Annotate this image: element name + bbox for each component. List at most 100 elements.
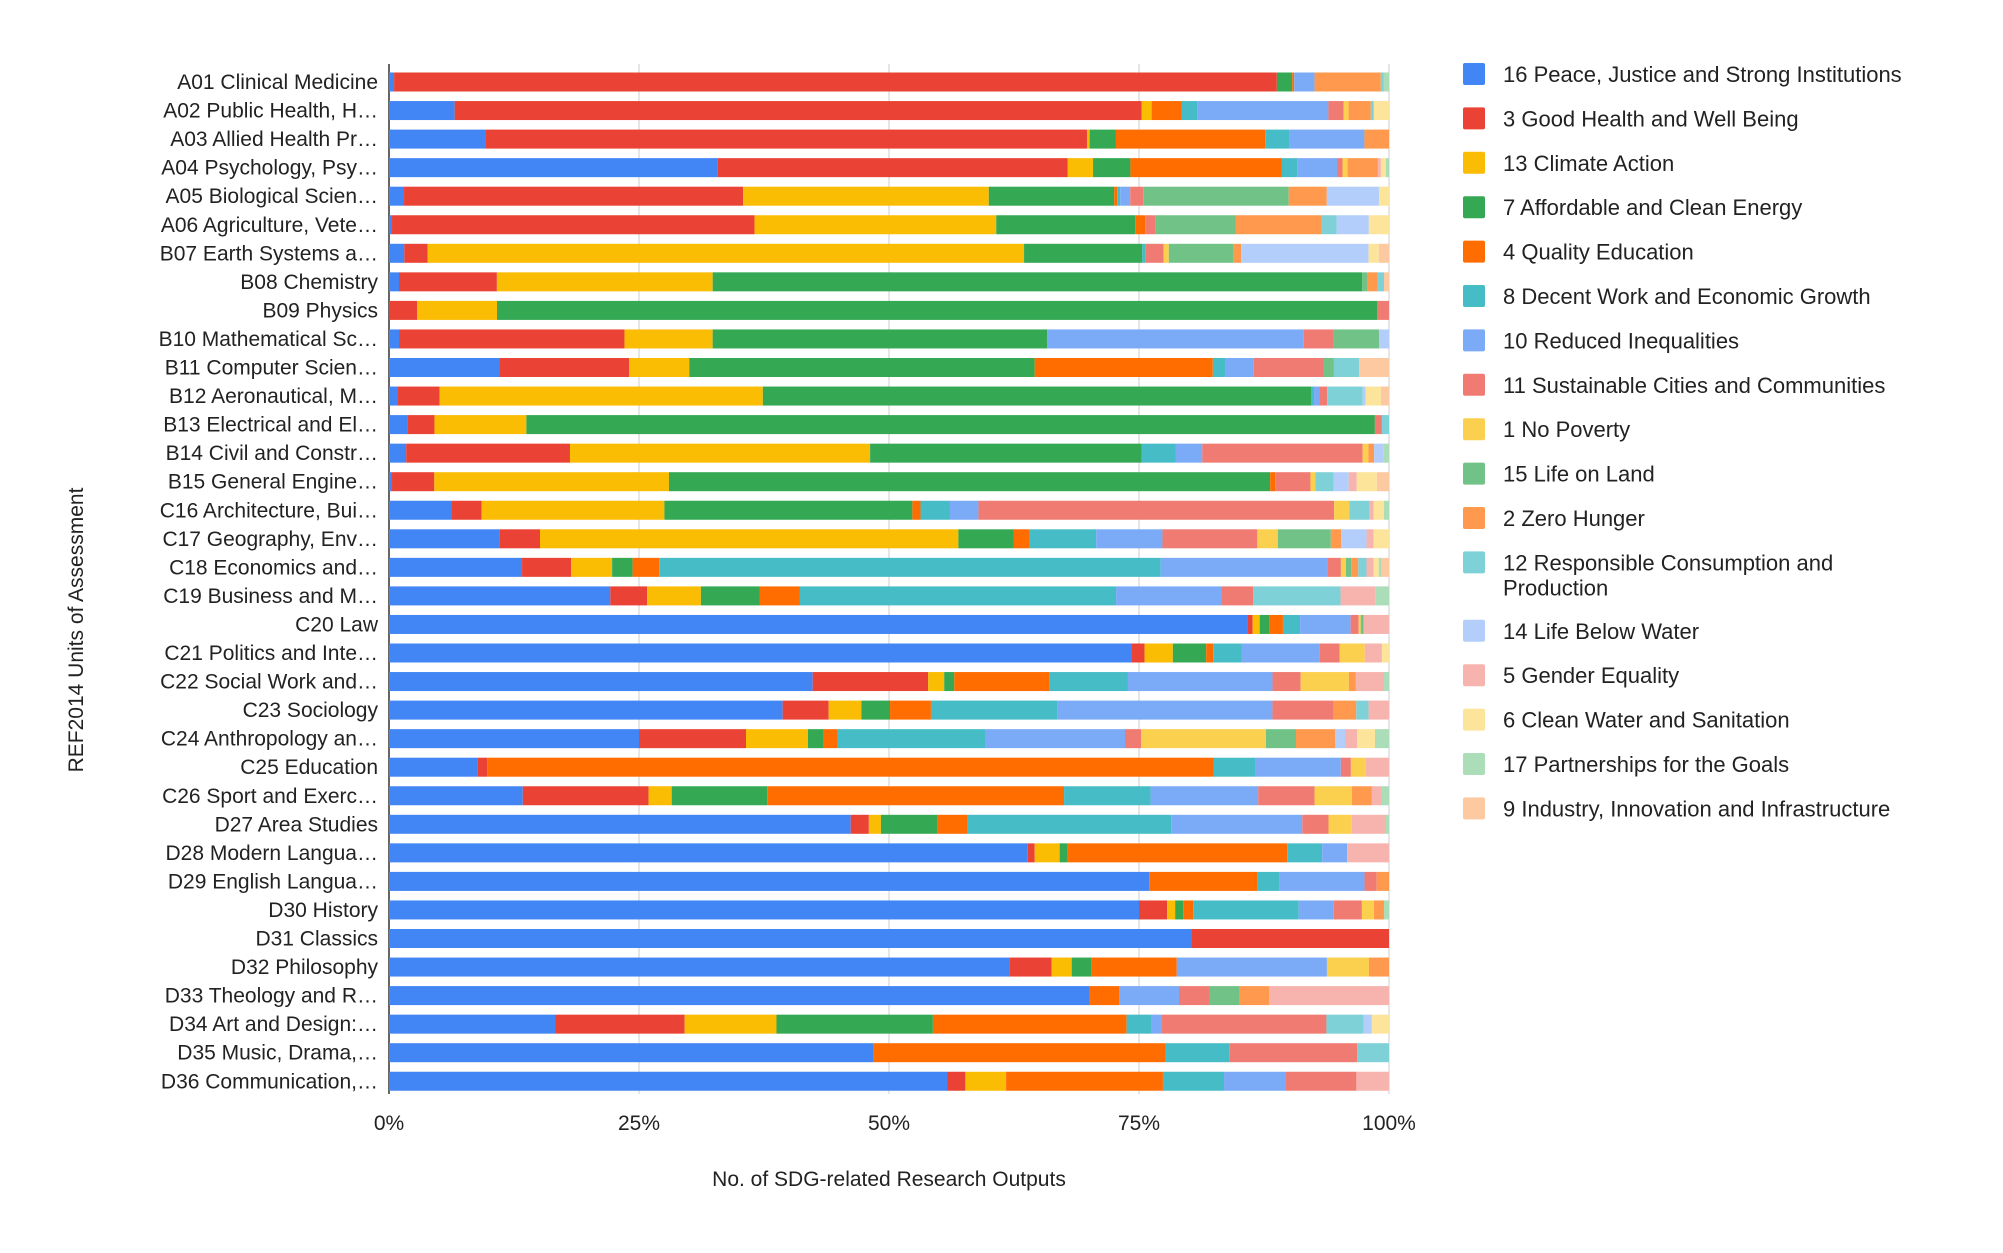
bar-segment xyxy=(828,700,862,720)
bar-segment xyxy=(1049,672,1128,692)
bar-segment xyxy=(1373,500,1384,520)
bar-segment xyxy=(920,500,950,520)
legend-label: 10 Reduced Inequalities xyxy=(1503,328,1739,353)
bar-segment xyxy=(612,557,633,577)
legend-label: 4 Quality Education xyxy=(1503,240,1694,265)
bar-segment xyxy=(1365,386,1381,406)
category-label: B14 Civil and Constr… xyxy=(166,442,378,465)
bar-segment xyxy=(1319,386,1328,406)
bar-segment xyxy=(1126,1014,1152,1034)
bar-segment xyxy=(389,443,407,463)
bar-segment xyxy=(1366,557,1374,577)
bar-segment xyxy=(522,786,649,806)
bar-segment xyxy=(1356,472,1377,492)
bar-segment xyxy=(1327,386,1363,406)
category-label: C21 Politics and Inte… xyxy=(164,642,378,665)
bar-segment xyxy=(1162,1071,1225,1091)
bar-segment xyxy=(1089,986,1119,1006)
bar-segment xyxy=(1377,300,1389,320)
bar-segment xyxy=(967,814,1172,834)
gridlines xyxy=(388,64,1390,1094)
bar-segment xyxy=(1270,472,1276,492)
x-axis-title: No. of SDG-related Research Outputs xyxy=(712,1168,1066,1191)
legend-swatch xyxy=(1463,285,1485,307)
bar-segment xyxy=(648,786,672,806)
bar-segment xyxy=(880,814,938,834)
bar-segment xyxy=(1323,358,1334,377)
bar-segment xyxy=(1145,215,1156,235)
bar-segment xyxy=(776,1014,933,1034)
bar-segment xyxy=(1326,1014,1364,1034)
bar-segment xyxy=(499,358,630,377)
bar-segment xyxy=(452,500,482,520)
bar-segment xyxy=(1120,186,1131,206)
legend-swatch xyxy=(1463,329,1485,352)
bar-segment xyxy=(389,186,405,206)
bar-segment xyxy=(1348,672,1356,692)
bar-segment xyxy=(912,500,921,520)
bar-segment xyxy=(1285,1071,1357,1091)
bar-segment xyxy=(1381,643,1389,663)
bar-segment xyxy=(1376,871,1389,891)
legend-label: 15 Life on Land xyxy=(1503,462,1655,487)
bar-segment xyxy=(1314,786,1352,806)
bar-segment xyxy=(1013,529,1030,549)
legend-swatch xyxy=(1463,151,1485,174)
bar-segment xyxy=(1151,1014,1162,1034)
bar-segment xyxy=(407,415,435,435)
bar-segment xyxy=(1364,871,1377,891)
bar-segment xyxy=(540,529,959,549)
bar-segment xyxy=(389,786,523,806)
bar-segment xyxy=(389,986,1089,1006)
bar-segment xyxy=(1171,814,1303,834)
bar-segment xyxy=(668,472,1271,492)
bar-segment xyxy=(1193,900,1299,920)
bar-segment xyxy=(394,72,1277,92)
bar-segment xyxy=(870,443,1142,463)
bar-segment xyxy=(1119,986,1179,1006)
bar-segment xyxy=(1371,1014,1389,1034)
bar-segment xyxy=(1314,72,1381,92)
category-label: D34 Art and Design:… xyxy=(169,1013,378,1036)
bar-segment xyxy=(1351,786,1372,806)
x-tick-label: 50% xyxy=(868,1112,910,1135)
bar-segment xyxy=(671,786,768,806)
bar-segment xyxy=(1213,643,1242,663)
bar-segment xyxy=(1327,557,1341,577)
bar-segment xyxy=(978,500,1335,520)
bar-segment xyxy=(1373,101,1389,121)
bar-segment xyxy=(965,1071,1007,1091)
bar-segment xyxy=(624,329,713,349)
category-label: D29 English Langua… xyxy=(168,870,378,893)
bar-segment xyxy=(930,700,1058,720)
bar-segment xyxy=(1381,557,1389,577)
bar-segment xyxy=(1029,529,1097,549)
bar-segment xyxy=(1377,158,1381,178)
category-label: A05 Biological Scien… xyxy=(166,185,378,208)
bar-segment xyxy=(1351,814,1386,834)
bar-segment xyxy=(1383,672,1389,692)
bar-segment xyxy=(890,700,931,720)
bar-segment xyxy=(1383,500,1389,520)
bar-segment xyxy=(754,215,997,235)
bar-segment xyxy=(1380,72,1384,92)
bar-segment xyxy=(988,186,1115,206)
bar-segment xyxy=(1059,843,1068,863)
bar-segment xyxy=(1364,129,1389,149)
bar-segment xyxy=(1383,900,1389,920)
bar-segment xyxy=(949,500,979,520)
bar-segment xyxy=(1279,871,1365,891)
legend-label: 12 Responsible Consumption and Production xyxy=(1503,550,1833,600)
bar-segment xyxy=(1368,957,1389,977)
bar-segment xyxy=(954,672,1050,692)
bar-segment xyxy=(759,586,800,606)
legend-label: 9 Industry, Innovation and Infrastructur… xyxy=(1503,796,1890,821)
bar-segment xyxy=(659,557,1161,577)
bar-segment xyxy=(1368,243,1379,263)
bar-segment xyxy=(1247,614,1253,634)
bar-segment xyxy=(944,672,955,692)
bar-segment xyxy=(958,529,1014,549)
bar-segment xyxy=(808,729,823,749)
bar-segment xyxy=(1363,1014,1372,1034)
bar-segment xyxy=(1206,643,1214,663)
